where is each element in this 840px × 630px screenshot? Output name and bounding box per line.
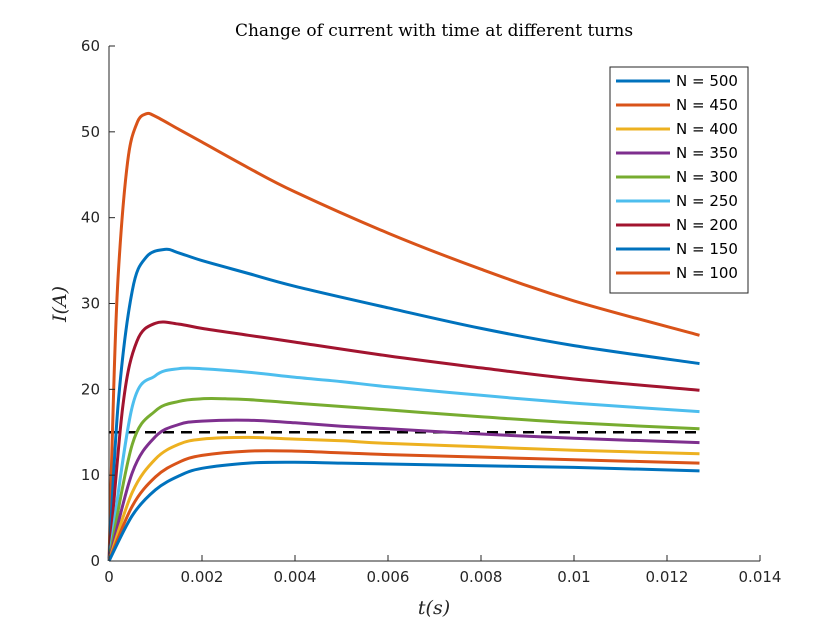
legend-label: N = 350 <box>676 144 738 162</box>
legend-label: N = 500 <box>676 72 738 90</box>
series-line <box>107 111 700 562</box>
x-tick-label: 0.01 <box>557 568 590 586</box>
legend-label: N = 200 <box>676 216 738 234</box>
legend-label: N = 150 <box>676 240 738 258</box>
legend-label: N = 100 <box>676 264 738 282</box>
legend-label: N = 250 <box>676 192 738 210</box>
chart-title: Change of current with time at different… <box>235 21 633 41</box>
legend: N = 500 N = 450 N = 400 N = 350 N = 300 N = 2… <box>609 66 749 294</box>
series-line <box>107 366 700 562</box>
y-tick-label: 30 <box>81 295 100 313</box>
series-line <box>107 397 700 562</box>
series-line <box>107 418 700 562</box>
y-tick-label: 0 <box>90 552 100 570</box>
x-tick-label: 0.012 <box>646 568 689 586</box>
series-line <box>107 460 700 562</box>
y-axis-label: I(A) <box>49 286 71 323</box>
y-tick-label: 60 <box>81 37 100 55</box>
series-line <box>107 247 700 562</box>
x-axis-label: t(s) <box>418 597 450 619</box>
x-tick-label: 0.008 <box>460 568 503 586</box>
series-line <box>107 449 700 562</box>
legend-label: N = 400 <box>676 120 738 138</box>
x-tick-label: 0.004 <box>274 568 317 586</box>
x-tick-label: 0 <box>104 568 114 586</box>
x-tick-label: 0.002 <box>181 568 224 586</box>
plot-area <box>107 111 700 562</box>
y-tick-label: 40 <box>81 209 100 227</box>
axes: 0 0.002 0.004 0.006 0.008 0.01 0.012 0.014 0 10 20… <box>81 37 782 586</box>
x-tick-label: 0.006 <box>367 568 410 586</box>
y-tick-label: 50 <box>81 123 100 141</box>
legend-label: N = 300 <box>676 168 738 186</box>
legend-label: N = 450 <box>676 96 738 114</box>
series-line <box>107 435 700 562</box>
y-tick-label: 20 <box>81 380 100 398</box>
x-tick-label: 0.014 <box>739 568 782 586</box>
y-tick-label: 10 <box>81 466 100 484</box>
series-line <box>107 320 700 562</box>
